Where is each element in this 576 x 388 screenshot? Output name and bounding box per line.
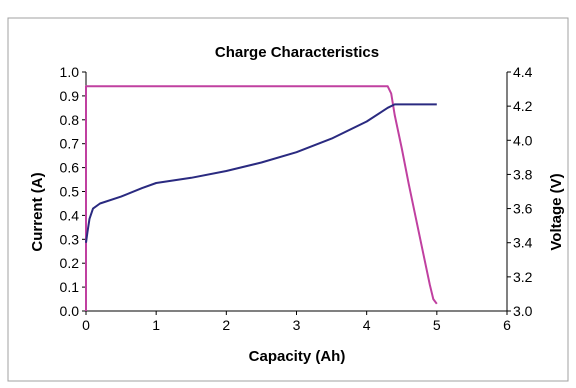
x-tick-label-2: 2 <box>222 317 230 333</box>
y-right-axis-title: Voltage (V) <box>548 173 565 250</box>
x-tick-label-4: 4 <box>363 317 371 333</box>
x-tick-label-0: 0 <box>82 317 90 333</box>
chart-title: Charge Characteristics <box>215 44 379 61</box>
y-left-tick-label-4: 0.4 <box>60 207 80 223</box>
y-left-tick-label-9: 0.9 <box>60 88 80 104</box>
y-left-tick-label-3: 0.3 <box>60 231 80 247</box>
y-right-tick-label-4: 3.8 <box>513 166 533 182</box>
x-tick-label-5: 5 <box>433 317 441 333</box>
x-tick-label-1: 1 <box>152 317 160 333</box>
y-left-tick-label-10: 1.0 <box>60 64 80 80</box>
y-left-tick-label-5: 0.5 <box>60 184 80 200</box>
y-right-tick-label-7: 4.4 <box>513 64 533 80</box>
y-left-tick-label-8: 0.8 <box>60 112 80 128</box>
x-axis-title: Capacity (Ah) <box>249 348 346 365</box>
x-tick-label-6: 6 <box>503 317 511 333</box>
y-left-tick-label-6: 0.6 <box>60 160 80 176</box>
chart-area-border <box>7 17 569 382</box>
y-right-tick-label-3: 3.6 <box>513 201 533 217</box>
y-left-tick-label-2: 0.2 <box>60 255 80 271</box>
voltage-series-line <box>85 103 437 243</box>
y-left-axis-title: Current (A) <box>29 172 46 251</box>
y-left-tick-label-1: 0.1 <box>60 279 80 295</box>
x-tick-label-3: 3 <box>293 317 301 333</box>
plot-layer: 0 1 2 3 4 5 6 0.0 0.1 0.2 0.3 0.4 0.5 0.6 0.7 0.8 0.9 1.0… <box>60 64 533 333</box>
y-right-tick-label-5: 4.0 <box>513 132 533 148</box>
y-right-tick-label-6: 4.2 <box>513 98 533 114</box>
y-left-tick-label-0: 0.0 <box>60 303 80 319</box>
y-left-tick-label-7: 0.7 <box>60 136 80 152</box>
y-right-tick-label-2: 3.4 <box>513 235 533 251</box>
y-right-tick-label-1: 3.2 <box>513 269 533 285</box>
y-right-tick-label-0: 3.0 <box>513 303 533 319</box>
current-series-line <box>85 85 438 311</box>
